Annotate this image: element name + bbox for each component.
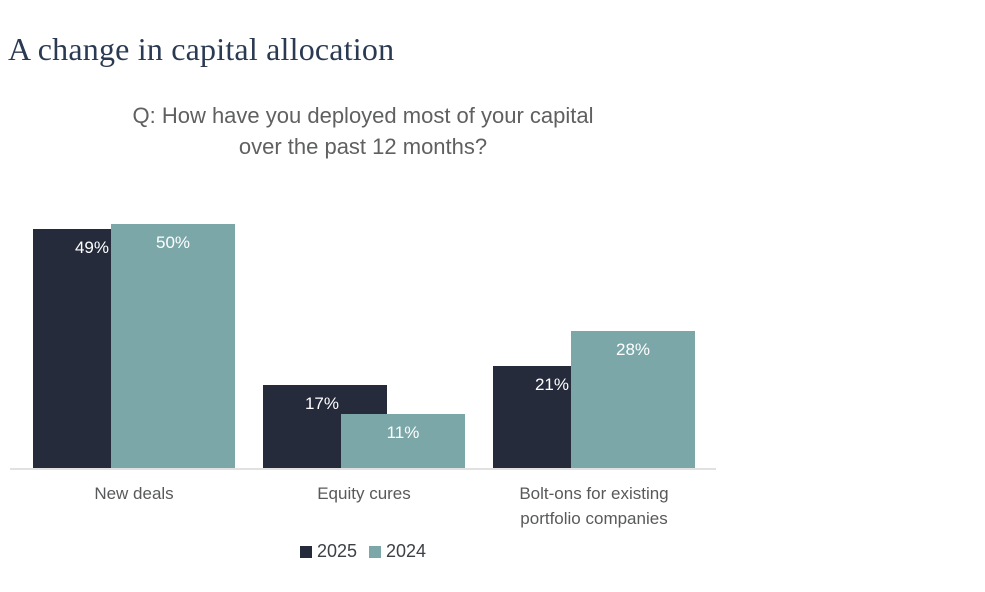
category-label: Bolt-ons for existing portfolio companie… bbox=[519, 484, 669, 528]
bar-2024 bbox=[111, 224, 235, 468]
page-title: A change in capital allocation bbox=[8, 31, 395, 68]
bar-groups: 49% 50% 17% 11% 21% 28% bbox=[33, 210, 695, 468]
chart-question-line-2: over the past 12 months? bbox=[238, 134, 488, 159]
value-label-2025: 49% bbox=[74, 238, 109, 257]
value-label-2024: 11% bbox=[386, 423, 420, 442]
chart-question: Q: How have you deployed most of your ca… bbox=[10, 100, 716, 162]
bar-2024 bbox=[341, 414, 465, 468]
legend-item-2025: 2025 bbox=[299, 541, 357, 562]
value-label-2024: 28% bbox=[615, 340, 651, 359]
bar-group: 21% 28% bbox=[493, 210, 695, 468]
category-label: Equity cures bbox=[317, 484, 411, 503]
legend-label-2025: 2025 bbox=[316, 541, 357, 561]
bar-2024 bbox=[571, 331, 695, 468]
chart-question-line-1: Q: How have you deployed most of your ca… bbox=[132, 103, 594, 128]
category-label: New deals bbox=[94, 484, 174, 503]
legend: 2025 2024 bbox=[10, 541, 716, 562]
value-label-2024: 50% bbox=[155, 233, 191, 252]
bar-group: 17% 11% bbox=[263, 210, 465, 468]
legend-swatch-2024 bbox=[369, 545, 381, 558]
legend-swatch-2025 bbox=[299, 545, 312, 558]
value-label-2025: 17% bbox=[304, 394, 339, 413]
x-axis-line bbox=[10, 468, 716, 470]
legend-label-2024: 2024 bbox=[386, 541, 427, 561]
bar-group: 49% 50% bbox=[33, 210, 235, 468]
value-label-2025: 21% bbox=[534, 375, 569, 394]
category-labels: New deals Equity cures Bolt-ons for existi… bbox=[33, 481, 695, 531]
legend-item-2024: 2024 bbox=[369, 541, 426, 562]
